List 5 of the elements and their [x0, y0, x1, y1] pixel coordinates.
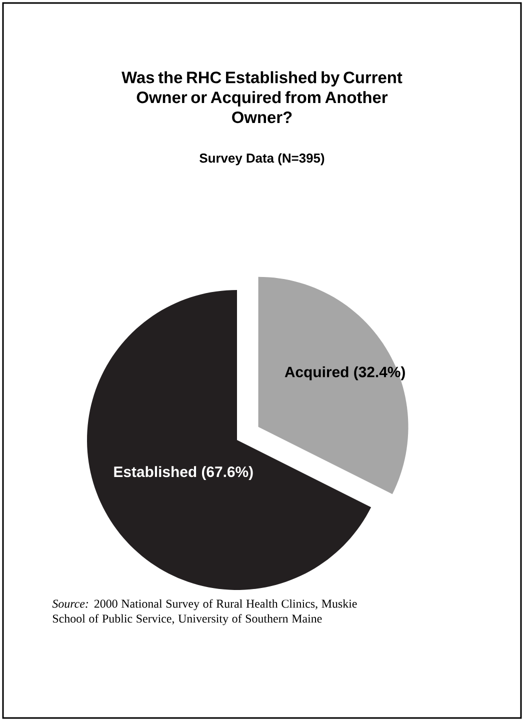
chart-title: Was the RHC Established by Current Owner or Acquired from Another Owner?: [122, 71, 402, 124]
slice-label: Established (67.6%): [114, 466, 253, 480]
chart-subtitle: Survey Data (N=395): [200, 153, 324, 166]
text: Source: 2000 National Survey of Rural Health Clinics, Muskie School of Public Service, University of Southern Maine: [52, 599, 357, 626]
slice-label: Acquired (32.4%): [284, 366, 405, 380]
